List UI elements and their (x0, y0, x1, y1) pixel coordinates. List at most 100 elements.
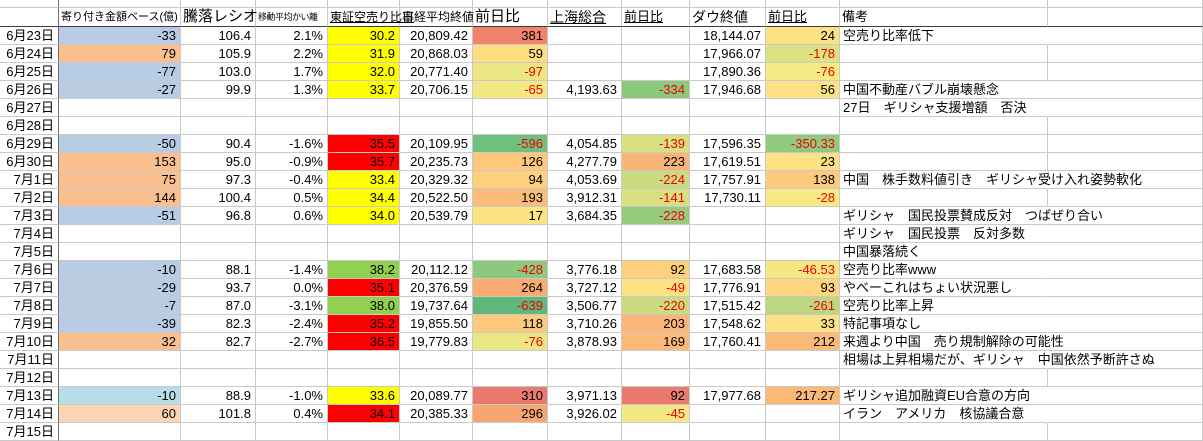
cell-nikkei_chg[interactable]: -639 (473, 297, 548, 315)
cell-dow_chg[interactable] (766, 243, 840, 261)
cell-nikkei[interactable]: 20,112.12 (400, 261, 473, 279)
blank-cell-shanghai_chg[interactable] (622, 0, 690, 8)
cell-ratio[interactable] (181, 225, 256, 243)
cell-ratio[interactable]: 82.7 (181, 333, 256, 351)
cell-dow[interactable] (690, 207, 766, 225)
column-header-short_ratio[interactable]: 東証空売り比率 (328, 8, 414, 27)
blank-cell-shanghai[interactable] (548, 0, 622, 8)
cell-spacer[interactable] (1048, 333, 1203, 351)
cell-spacer[interactable] (1048, 405, 1203, 423)
cell-remark[interactable]: 中国暴落続く (840, 243, 1048, 261)
cell-shanghai[interactable] (548, 45, 622, 63)
cell-nikkei[interactable] (400, 117, 473, 135)
cell-open_amount[interactable]: 32 (59, 333, 181, 351)
cell-open_amount[interactable]: 79 (59, 45, 181, 63)
cell-ma_deviation[interactable]: 0.4% (256, 405, 328, 423)
cell-ratio[interactable]: 96.8 (181, 207, 256, 225)
cell-dow_chg[interactable]: -261 (766, 297, 840, 315)
cell-dow_chg[interactable]: 23 (766, 153, 840, 171)
cell-short_ratio[interactable]: 33.6 (328, 387, 400, 405)
cell-nikkei[interactable]: 19,855.50 (400, 315, 473, 333)
cell-open_amount[interactable]: -51 (59, 207, 181, 225)
cell-short_ratio[interactable]: 38.2 (328, 261, 400, 279)
column-header-shanghai[interactable]: 上海総合 (548, 8, 622, 27)
cell-short_ratio[interactable]: 35.1 (328, 279, 400, 297)
cell-ma_deviation[interactable]: 0.5% (256, 189, 328, 207)
cell-ratio[interactable]: 95.0 (181, 153, 256, 171)
cell-shanghai[interactable]: 3,878.93 (548, 333, 622, 351)
cell-ratio[interactable] (181, 369, 256, 387)
cell-dow_chg[interactable]: -76 (766, 63, 840, 81)
cell-date[interactable]: 6月25日 (0, 63, 59, 81)
cell-spacer[interactable] (1048, 81, 1203, 99)
cell-shanghai[interactable] (548, 117, 622, 135)
cell-spacer[interactable] (1048, 99, 1203, 117)
cell-dow_chg[interactable] (766, 405, 840, 423)
cell-ratio[interactable] (181, 243, 256, 261)
cell-open_amount[interactable]: -77 (59, 63, 181, 81)
cell-spacer[interactable] (1048, 261, 1203, 279)
column-header-dow[interactable]: ダウ終値 (690, 8, 766, 27)
cell-shanghai[interactable]: 4,053.69 (548, 171, 622, 189)
cell-short_ratio[interactable] (328, 225, 400, 243)
cell-ma_deviation[interactable]: 2.1% (256, 27, 328, 45)
cell-short_ratio[interactable]: 33.7 (328, 81, 400, 99)
cell-ma_deviation[interactable]: -1.0% (256, 387, 328, 405)
cell-short_ratio[interactable]: 35.2 (328, 315, 400, 333)
cell-nikkei[interactable] (400, 99, 473, 117)
cell-spacer[interactable] (1048, 279, 1203, 297)
cell-date[interactable]: 7月5日 (0, 243, 59, 261)
cell-ma_deviation[interactable] (256, 225, 328, 243)
cell-dow[interactable] (690, 99, 766, 117)
cell-shanghai[interactable] (548, 243, 622, 261)
cell-dow_chg[interactable]: 217.27 (766, 387, 840, 405)
cell-ma_deviation[interactable] (256, 351, 328, 369)
cell-shanghai_chg[interactable] (622, 423, 690, 441)
cell-shanghai[interactable]: 3,506.77 (548, 297, 622, 315)
blank-cell-ratio[interactable] (181, 0, 256, 8)
cell-open_amount[interactable] (59, 351, 181, 369)
cell-dow_chg[interactable]: 33 (766, 315, 840, 333)
cell-nikkei[interactable] (400, 225, 473, 243)
cell-short_ratio[interactable]: 34.0 (328, 207, 400, 225)
cell-spacer[interactable] (1048, 207, 1203, 225)
cell-dow[interactable]: 17,548.62 (690, 315, 766, 333)
cell-open_amount[interactable]: 153 (59, 153, 181, 171)
cell-short_ratio[interactable]: 38.0 (328, 297, 400, 315)
cell-short_ratio[interactable]: 34.1 (328, 405, 400, 423)
cell-dow_chg[interactable]: -178 (766, 45, 840, 63)
cell-spacer[interactable] (1048, 171, 1203, 189)
cell-shanghai_chg[interactable] (622, 369, 690, 387)
cell-nikkei[interactable] (400, 369, 473, 387)
column-header-date[interactable] (0, 8, 59, 27)
cell-ratio[interactable]: 101.8 (181, 405, 256, 423)
cell-short_ratio[interactable]: 33.4 (328, 171, 400, 189)
cell-dow_chg[interactable]: 138 (766, 171, 840, 189)
cell-remark[interactable]: イラン アメリカ 核協議合意 (840, 405, 1048, 423)
cell-ratio[interactable]: 100.4 (181, 189, 256, 207)
cell-ratio[interactable]: 82.3 (181, 315, 256, 333)
cell-dow_chg[interactable]: -46.53 (766, 261, 840, 279)
cell-spacer[interactable] (1048, 351, 1203, 369)
cell-nikkei[interactable]: 20,235.73 (400, 153, 473, 171)
cell-nikkei[interactable]: 20,539.79 (400, 207, 473, 225)
cell-nikkei_chg[interactable]: 59 (473, 45, 548, 63)
column-header-nikkei[interactable]: 日経平均終値 (400, 8, 474, 27)
cell-open_amount[interactable] (59, 225, 181, 243)
cell-dow[interactable] (690, 369, 766, 387)
cell-ma_deviation[interactable]: -3.1% (256, 297, 328, 315)
cell-date[interactable]: 7月1日 (0, 171, 59, 189)
cell-dow[interactable]: 17,890.36 (690, 63, 766, 81)
cell-dow_chg[interactable]: 212 (766, 333, 840, 351)
cell-ma_deviation[interactable] (256, 243, 328, 261)
cell-dow_chg[interactable] (766, 207, 840, 225)
cell-shanghai_chg[interactable]: 223 (622, 153, 690, 171)
cell-shanghai[interactable]: 3,684.35 (548, 207, 622, 225)
cell-ma_deviation[interactable]: -0.4% (256, 171, 328, 189)
cell-shanghai[interactable]: 3,971.13 (548, 387, 622, 405)
cell-dow[interactable]: 17,683.58 (690, 261, 766, 279)
cell-shanghai_chg[interactable]: 92 (622, 387, 690, 405)
cell-open_amount[interactable] (59, 369, 181, 387)
blank-cell-spacer[interactable] (1048, 0, 1203, 8)
cell-spacer[interactable] (1048, 27, 1203, 45)
